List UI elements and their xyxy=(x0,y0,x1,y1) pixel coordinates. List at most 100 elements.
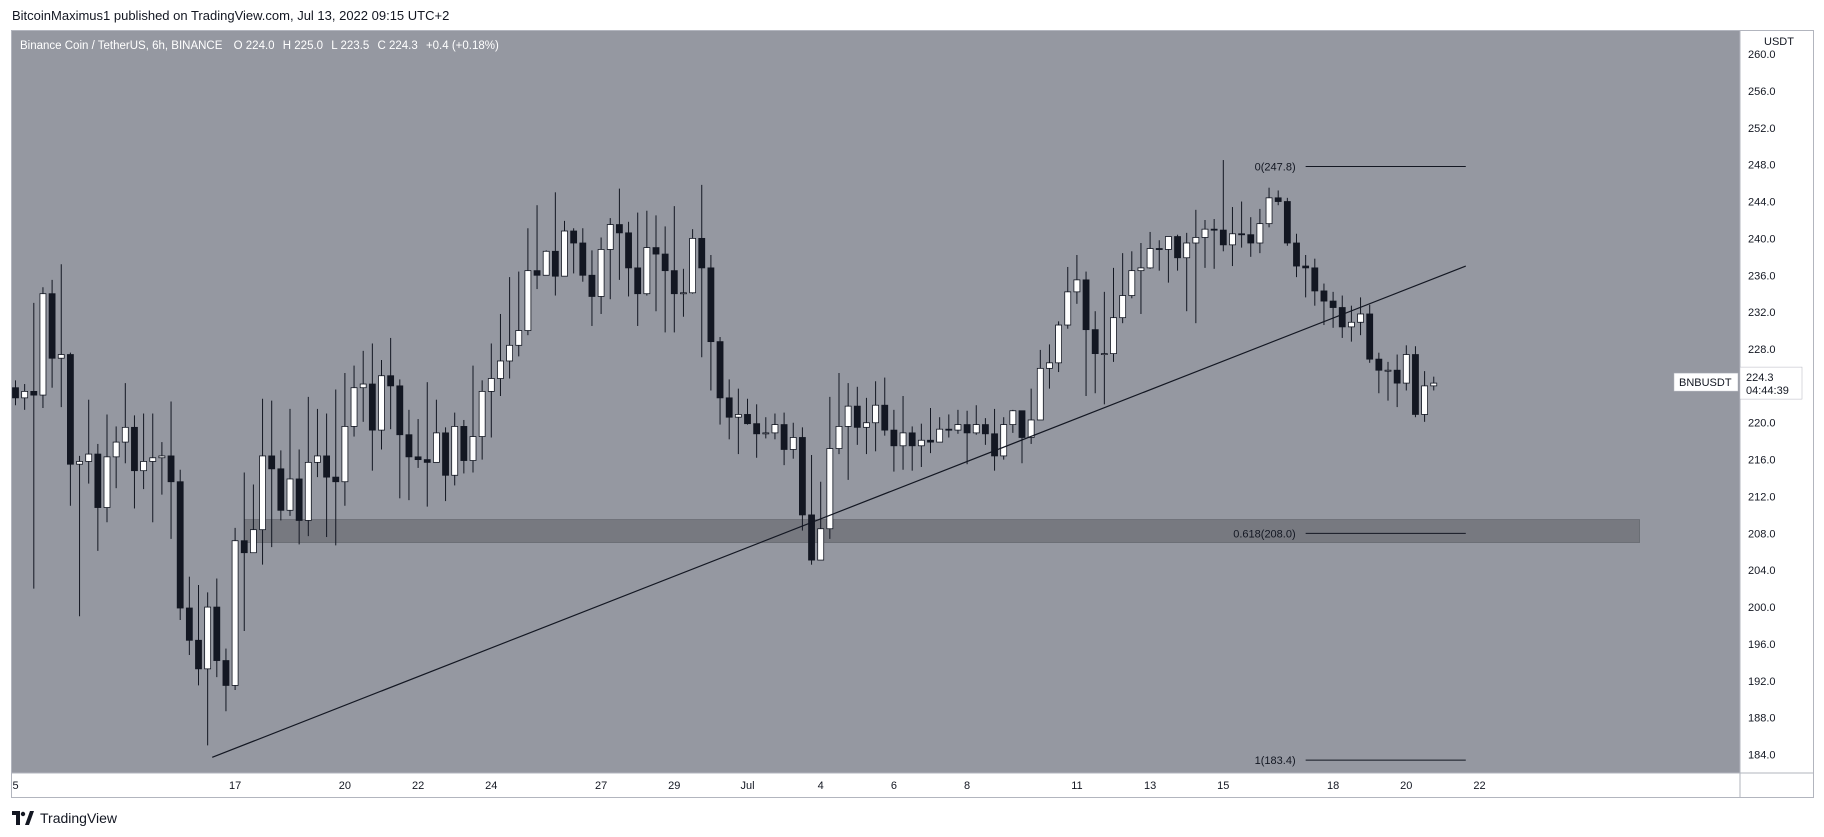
candle-body[interactable] xyxy=(1238,233,1245,236)
candle-body[interactable] xyxy=(442,432,449,476)
candle-body[interactable] xyxy=(259,455,266,531)
candle-body[interactable] xyxy=(1110,317,1117,355)
candle-body[interactable] xyxy=(515,330,523,346)
candle-body[interactable] xyxy=(359,383,367,389)
candle-body[interactable] xyxy=(286,478,294,511)
candle-body[interactable] xyxy=(991,433,998,457)
candle-body[interactable] xyxy=(1128,270,1136,296)
candle-body[interactable] xyxy=(744,414,751,425)
candle-body[interactable] xyxy=(863,422,870,428)
candle-body[interactable] xyxy=(734,414,742,418)
candle-body[interactable] xyxy=(21,390,29,399)
candle-body[interactable] xyxy=(716,341,724,399)
candle-body[interactable] xyxy=(121,426,129,443)
candle-body[interactable] xyxy=(1421,385,1428,415)
price-axis[interactable] xyxy=(1740,31,1813,773)
candle-body[interactable] xyxy=(1348,321,1355,328)
candle-body[interactable] xyxy=(1366,313,1374,360)
last-price-marker[interactable]: BNBUSDT 224.3 04:44:39 xyxy=(1673,366,1803,400)
candle-body[interactable] xyxy=(76,461,83,465)
candle-body[interactable] xyxy=(1046,362,1053,369)
candle-body[interactable] xyxy=(753,423,761,435)
candle-body[interactable] xyxy=(387,375,395,387)
support-zone[interactable] xyxy=(244,519,1640,543)
candle-body[interactable] xyxy=(661,253,669,272)
candle-body[interactable] xyxy=(1320,290,1328,302)
candle-body[interactable] xyxy=(1183,242,1191,259)
candle-body[interactable] xyxy=(908,432,916,447)
candle-body[interactable] xyxy=(1293,242,1300,267)
candle-body[interactable] xyxy=(1274,197,1282,202)
candle-body[interactable] xyxy=(982,424,989,435)
candle-body[interactable] xyxy=(551,250,559,277)
candle-body[interactable] xyxy=(1009,410,1017,425)
candle-body[interactable] xyxy=(131,426,138,472)
candle-body[interactable] xyxy=(268,455,276,470)
candle-body[interactable] xyxy=(1192,237,1200,244)
candle-body[interactable] xyxy=(634,267,642,295)
candle-body[interactable] xyxy=(698,237,706,269)
candle-body[interactable] xyxy=(927,439,934,443)
candle-body[interactable] xyxy=(680,292,687,295)
candle-body[interactable] xyxy=(826,448,834,530)
candle-body[interactable] xyxy=(140,461,148,472)
candle-body[interactable] xyxy=(1100,353,1108,356)
candle-body[interactable] xyxy=(533,270,541,276)
candle-body[interactable] xyxy=(295,478,303,521)
candle-body[interactable] xyxy=(524,270,532,331)
candle-body[interactable] xyxy=(460,426,468,461)
candle-body[interactable] xyxy=(304,461,312,521)
candle-body[interactable] xyxy=(1146,248,1154,269)
candle-body[interactable] xyxy=(1055,324,1062,364)
candle-body[interactable] xyxy=(652,247,660,255)
candle-body[interactable] xyxy=(12,387,19,399)
candle-body[interactable] xyxy=(780,424,788,450)
candle-body[interactable] xyxy=(497,360,504,379)
candle-body[interactable] xyxy=(451,426,459,476)
candle-body[interactable] xyxy=(222,660,230,686)
candle-body[interactable] xyxy=(917,439,925,447)
candle-body[interactable] xyxy=(844,405,852,427)
candle-body[interactable] xyxy=(817,528,825,561)
candle-body[interactable] xyxy=(185,607,193,641)
candle-body[interactable] xyxy=(799,437,806,516)
candle-body[interactable] xyxy=(1247,234,1255,244)
candle-body[interactable] xyxy=(1256,223,1264,244)
candle-body[interactable] xyxy=(1402,354,1410,384)
candle-body[interactable] xyxy=(277,468,285,511)
candle-body[interactable] xyxy=(771,424,779,434)
candle-body[interactable] xyxy=(240,540,248,554)
candle-body[interactable] xyxy=(414,456,422,461)
candle-body[interactable] xyxy=(1210,228,1218,231)
candle-body[interactable] xyxy=(872,404,879,424)
candle-body[interactable] xyxy=(487,378,495,392)
candle-body[interactable] xyxy=(85,453,93,462)
candle-body[interactable] xyxy=(167,455,175,483)
candle-body[interactable] xyxy=(890,429,898,447)
candle-body[interactable] xyxy=(432,432,440,463)
candle-body[interactable] xyxy=(323,455,331,478)
candle-body[interactable] xyxy=(1165,236,1172,250)
candle-body[interactable] xyxy=(725,397,733,418)
candle-body[interactable] xyxy=(689,237,696,294)
candle-body[interactable] xyxy=(30,390,38,396)
candle-body[interactable] xyxy=(616,224,623,234)
candle-body[interactable] xyxy=(1384,369,1392,372)
chart-panel[interactable]: 0(247.8) 0.618(208.0) 1(183.4) 260.0 256.0 2… xyxy=(11,30,1814,798)
candle-body[interactable] xyxy=(350,387,358,427)
candle-body[interactable] xyxy=(103,456,111,508)
candle-body[interactable] xyxy=(808,514,815,561)
candle-body[interactable] xyxy=(1219,229,1227,246)
candle-body[interactable] xyxy=(1064,291,1072,326)
candle-body[interactable] xyxy=(396,385,404,436)
candle-body[interactable] xyxy=(588,274,596,297)
candle-body[interactable] xyxy=(643,247,651,295)
candle-body[interactable] xyxy=(1393,369,1401,384)
candle-body[interactable] xyxy=(469,436,477,461)
candlestick-chart[interactable]: 0(247.8) 0.618(208.0) 1(183.4) 260.0 256.0 2… xyxy=(12,31,1813,797)
candle-body[interactable] xyxy=(1329,300,1337,308)
candle-body[interactable] xyxy=(1027,419,1035,438)
candle-body[interactable] xyxy=(176,481,184,609)
candle-body[interactable] xyxy=(853,405,861,428)
candle-body[interactable] xyxy=(332,476,340,483)
